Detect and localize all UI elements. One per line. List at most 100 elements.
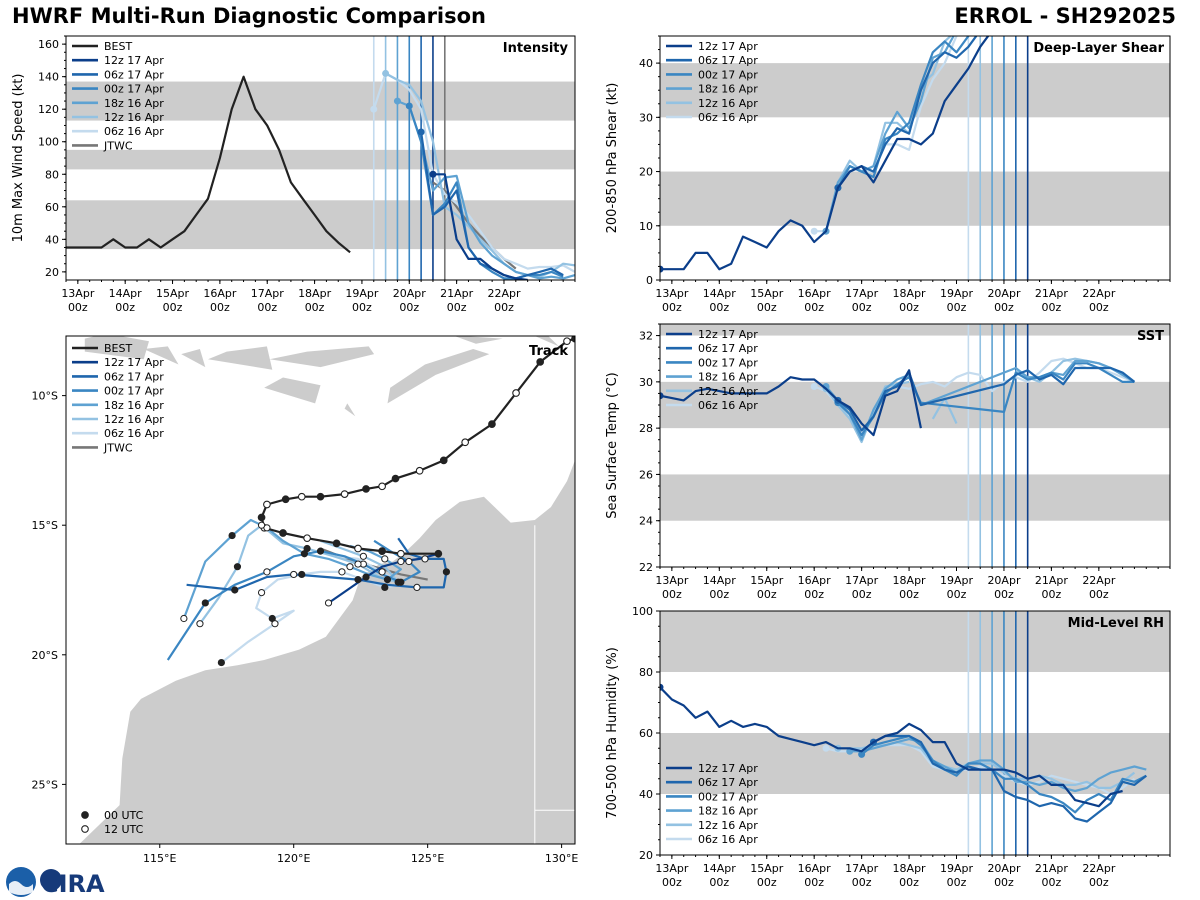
- track-line: [199, 524, 400, 625]
- intensity-ytick-label: 20: [45, 266, 59, 279]
- track-legend-label: 06z 17 Apr: [104, 370, 164, 383]
- track-xtick-label: 125°E: [411, 852, 444, 865]
- shear-ytick-label: 30: [639, 111, 653, 124]
- intensity-xtick-sublabel: 00z: [447, 301, 467, 314]
- sst-xtick-sublabel: 00z: [804, 588, 824, 601]
- sst-panel: 22242628303213Apr00z14Apr00z15Apr00z16Ap…: [605, 323, 1171, 601]
- rh-panel: 2040608010013Apr00z14Apr00z15Apr00z16Apr…: [605, 605, 1171, 889]
- rh-xtick-sublabel: 00z: [1089, 876, 1109, 889]
- rh-ytick-label: 20: [639, 849, 653, 862]
- track-legend-label: 12z 17 Apr: [104, 356, 164, 369]
- intensity-xtick-sublabel: 00z: [68, 301, 88, 314]
- track-marker-12utc: [378, 568, 386, 576]
- rh-xtick-sublabel: 00z: [804, 876, 824, 889]
- track-frame: [65, 335, 576, 845]
- rh-ytick-label: 40: [639, 788, 653, 801]
- sst-init-marker: [810, 382, 818, 390]
- intensity-xtick-label: 15Apr: [156, 287, 190, 300]
- island-landmass: [344, 403, 356, 417]
- marker-legend-label: 00 UTC: [104, 809, 144, 822]
- track-marker-00utc: [536, 358, 545, 366]
- shear-xtick-sublabel: 00z: [709, 301, 729, 314]
- island-landmass: [264, 377, 321, 404]
- intensity-panel: 2040608010012014016013Apr00z14Apr00z15Ap…: [11, 35, 576, 314]
- rh-xtick-sublabel: 00z: [899, 876, 919, 889]
- intensity-xtick-sublabel: 00z: [494, 301, 514, 314]
- sst-ytick-label: 26: [639, 468, 653, 481]
- shear-series-line: [836, 36, 970, 189]
- intensity-xtick-sublabel: 00z: [257, 301, 277, 314]
- marker-legend-12utc: [81, 825, 89, 833]
- sst-xtick-sublabel: 00z: [852, 588, 872, 601]
- sst-series-line: [660, 369, 922, 437]
- sst-ytick-label: 32: [639, 330, 653, 343]
- island-landmass: [143, 346, 179, 365]
- intensity-series-line: [396, 100, 575, 280]
- intensity-ylabel: 10m Max Wind Speed (kt): [11, 74, 26, 243]
- intensity-band: [66, 81, 575, 121]
- track-marker-12utc: [354, 544, 362, 553]
- globe-icon: [40, 869, 62, 891]
- track-title: Track: [529, 344, 568, 359]
- track-marker-00utc: [362, 573, 370, 581]
- intensity-xtick-sublabel: 00z: [305, 301, 325, 314]
- intensity-series-line: [372, 72, 575, 273]
- track-marker-00utc: [332, 539, 341, 548]
- intensity-init-marker: [382, 69, 390, 77]
- track-marker-12utc: [359, 552, 367, 560]
- track-marker-12utc: [512, 389, 520, 397]
- track-marker-12utc: [324, 599, 333, 607]
- sst-xtick-sublabel: 00z: [757, 588, 777, 601]
- shear-series-line: [660, 36, 990, 271]
- track-marker-12utc: [415, 466, 424, 475]
- rh-init-marker: [660, 683, 664, 691]
- sst-xtick-sublabel: 00z: [1042, 588, 1062, 601]
- rh-xtick-label: 15Apr: [750, 862, 784, 875]
- track-marker-12utc: [196, 620, 204, 628]
- intensity-ytick-label: 120: [38, 103, 59, 116]
- track-marker-12utc: [297, 492, 306, 501]
- rh-legend-label: 18z 16 Apr: [698, 805, 758, 818]
- track-marker-12utc: [413, 583, 421, 592]
- shear-ytick-label: 40: [639, 57, 653, 70]
- rh-xtick-label: 18Apr: [893, 862, 927, 875]
- intensity-band: [66, 149, 575, 170]
- intensity-xtick-sublabel: 00z: [115, 301, 135, 314]
- track-marker-12utc: [263, 568, 271, 576]
- intensity-legend-label: JTWC: [103, 139, 133, 152]
- figure-title: HWRF Multi-Run Diagnostic Comparison: [12, 4, 487, 28]
- track-marker-12utc: [397, 549, 405, 558]
- track-line: [182, 518, 402, 619]
- sst-frame: [659, 323, 1171, 568]
- intensity-init-marker: [370, 105, 378, 113]
- shear-xtick-sublabel: 00z: [1042, 301, 1062, 314]
- shear-legend-label: 18z 16 Apr: [698, 83, 758, 96]
- rh-ytick-label: 80: [639, 666, 653, 679]
- shear-xtick-sublabel: 00z: [852, 301, 872, 314]
- sst-xtick-sublabel: 00z: [709, 588, 729, 601]
- sst-legend-label: 06z 17 Apr: [698, 342, 758, 355]
- intensity-init-marker: [405, 102, 413, 110]
- track-marker-12utc: [421, 555, 429, 563]
- shear-legend-label: 06z 16 Apr: [698, 111, 758, 124]
- shear-xtick-sublabel: 00z: [1089, 301, 1109, 314]
- island-landmass: [84, 336, 149, 360]
- track-marker-00utc: [281, 495, 290, 504]
- island-landmass: [269, 346, 375, 368]
- track-ytick-label: 15°S: [32, 519, 58, 532]
- cira-logo: CIRA: [6, 867, 105, 898]
- shear-xtick-label: 21Apr: [1035, 287, 1069, 300]
- track-plot-area: [79, 336, 575, 844]
- rh-xtick-label: 20Apr: [987, 862, 1021, 875]
- track-legend-label: JTWC: [103, 441, 133, 454]
- shear-xtick-sublabel: 00z: [804, 301, 824, 314]
- intensity-ytick-label: 140: [38, 71, 59, 84]
- track-ytick-label: 10°S: [32, 390, 58, 403]
- rh-xtick-label: 17Apr: [845, 862, 879, 875]
- intensity-xtick-label: 20Apr: [393, 287, 427, 300]
- rh-xtick-sublabel: 00z: [947, 876, 967, 889]
- australia-landmass: [79, 460, 575, 844]
- rh-init-marker: [858, 750, 866, 758]
- shear-xtick-sublabel: 00z: [994, 301, 1014, 314]
